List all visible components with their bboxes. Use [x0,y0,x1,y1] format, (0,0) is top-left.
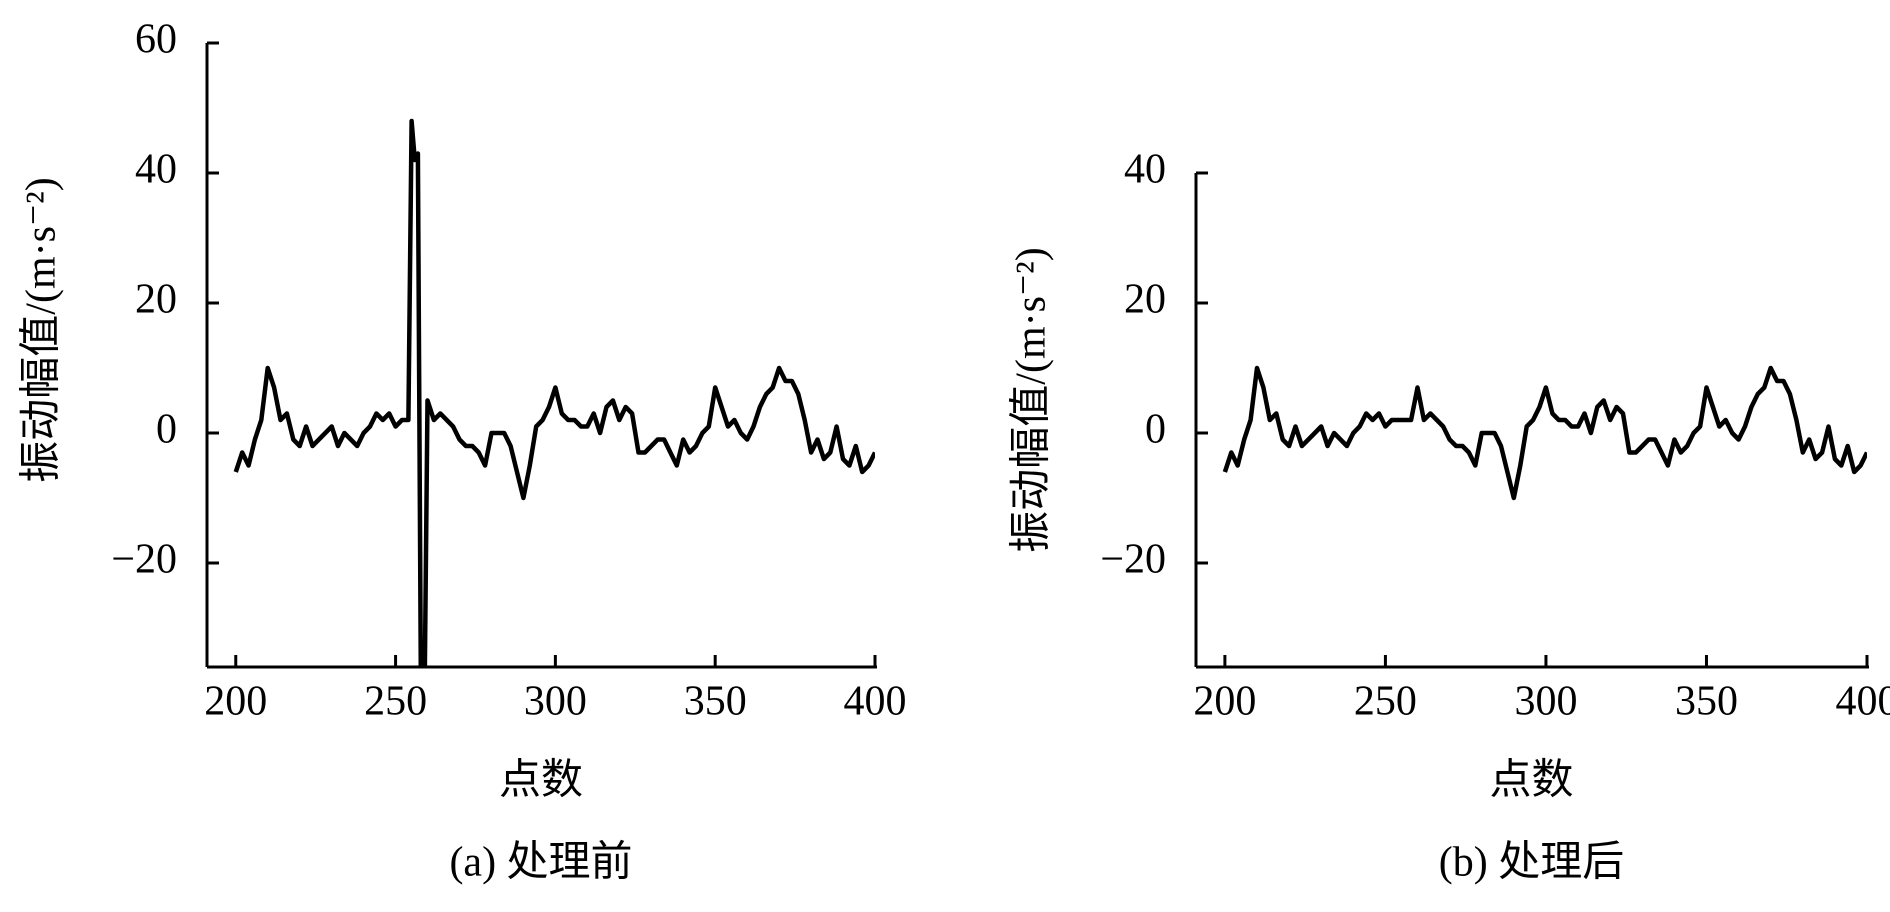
x-axis-label: 点数 [1489,755,1573,804]
y-tick-label: −20 [1100,537,1166,583]
y-tick-label: 40 [1124,147,1166,193]
y-tick-label: 20 [1124,277,1166,323]
plot-area [233,118,875,667]
y-axis-label: 振动幅值/(m·s⁻²) [1009,247,1055,552]
y-tick-label: 20 [135,277,177,323]
y-tick-label: 0 [156,407,177,453]
y-tick-label: −20 [111,537,177,583]
x-tick-label: 350 [684,679,747,725]
plot-area [1222,365,1867,501]
x-tick-label: 250 [364,679,427,725]
x-axis-label: 点数 [499,755,583,804]
x-tick-label: 200 [1193,679,1256,725]
y-tick-label: 40 [135,147,177,193]
y-axis-label: 振动幅值/(m·s⁻²) [19,177,65,482]
x-tick-label: 300 [524,679,587,725]
data-line [233,118,875,667]
data-line [1222,365,1867,501]
x-tick-label: 250 [1354,679,1417,725]
caption: (a) 处理前 [449,840,632,886]
x-tick-label: 200 [204,679,267,725]
x-tick-label: 400 [1836,679,1890,725]
x-tick-label: 400 [844,679,907,725]
y-tick-label: 0 [1145,407,1166,453]
x-tick-label: 300 [1514,679,1577,725]
caption: (b) 处理后 [1439,840,1624,886]
x-tick-label: 350 [1675,679,1738,725]
y-tick-label: 60 [135,17,177,63]
